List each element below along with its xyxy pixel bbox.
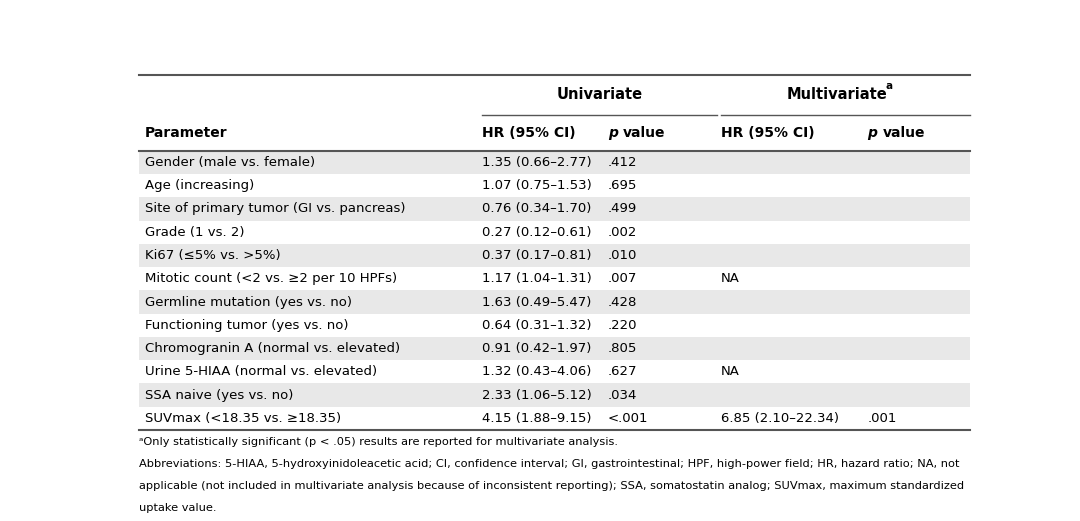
Text: 0.91 (0.42–1.97): 0.91 (0.42–1.97): [483, 342, 592, 355]
Text: .627: .627: [608, 365, 637, 378]
Bar: [139, 407, 970, 430]
Text: .805: .805: [608, 342, 637, 355]
Text: .034: .034: [608, 389, 637, 402]
Text: value: value: [882, 126, 924, 140]
Text: HR (95% CI): HR (95% CI): [483, 126, 576, 140]
Text: SSA naive (yes vs. no): SSA naive (yes vs. no): [145, 389, 294, 402]
Text: SUVmax (<18.35 vs. ≥18.35): SUVmax (<18.35 vs. ≥18.35): [145, 412, 341, 425]
Text: HR (95% CI): HR (95% CI): [721, 126, 814, 140]
Text: Multivariate: Multivariate: [787, 87, 888, 102]
Text: Abbreviations: 5-HIAA, 5-hydroxyinidoleacetic acid; CI, confidence interval; GI,: Abbreviations: 5-HIAA, 5-hydroxyinidolea…: [139, 460, 960, 469]
Text: Age (increasing): Age (increasing): [145, 179, 254, 192]
Text: 1.63 (0.49–5.47): 1.63 (0.49–5.47): [483, 295, 592, 308]
Bar: [139, 220, 970, 244]
Text: Grade (1 vs. 2): Grade (1 vs. 2): [145, 226, 244, 239]
Text: 0.76 (0.34–1.70): 0.76 (0.34–1.70): [483, 203, 592, 216]
Text: 0.64 (0.31–1.32): 0.64 (0.31–1.32): [483, 319, 592, 332]
Bar: [139, 197, 970, 220]
Bar: [139, 174, 970, 197]
Text: .007: .007: [608, 272, 637, 286]
Bar: [139, 337, 970, 360]
Text: .695: .695: [608, 179, 637, 192]
Text: NA: NA: [721, 365, 740, 378]
Text: a: a: [886, 81, 893, 91]
Text: Ki67 (≤5% vs. >5%): Ki67 (≤5% vs. >5%): [145, 249, 281, 262]
Text: 1.35 (0.66–2.77): 1.35 (0.66–2.77): [483, 156, 592, 169]
Text: Chromogranin A (normal vs. elevated): Chromogranin A (normal vs. elevated): [145, 342, 401, 355]
Text: <.001: <.001: [608, 412, 648, 425]
Bar: [139, 267, 970, 290]
Text: 0.27 (0.12–0.61): 0.27 (0.12–0.61): [483, 226, 592, 239]
Text: Mitotic count (<2 vs. ≥2 per 10 HPFs): Mitotic count (<2 vs. ≥2 per 10 HPFs): [145, 272, 397, 286]
Text: 1.17 (1.04–1.31): 1.17 (1.04–1.31): [483, 272, 592, 286]
Text: Gender (male vs. female): Gender (male vs. female): [145, 156, 315, 169]
Text: 1.32 (0.43–4.06): 1.32 (0.43–4.06): [483, 365, 592, 378]
Text: Site of primary tumor (GI vs. pancreas): Site of primary tumor (GI vs. pancreas): [145, 203, 406, 216]
Text: Parameter: Parameter: [145, 126, 228, 140]
Text: p: p: [867, 126, 877, 140]
Bar: [139, 151, 970, 174]
Text: .220: .220: [608, 319, 637, 332]
Text: Urine 5-HIAA (normal vs. elevated): Urine 5-HIAA (normal vs. elevated): [145, 365, 377, 378]
Bar: [139, 314, 970, 337]
Text: 0.37 (0.17–0.81): 0.37 (0.17–0.81): [483, 249, 592, 262]
Text: value: value: [623, 126, 665, 140]
Text: .002: .002: [608, 226, 637, 239]
Text: 2.33 (1.06–5.12): 2.33 (1.06–5.12): [483, 389, 592, 402]
Text: p: p: [608, 126, 618, 140]
Text: .001: .001: [867, 412, 896, 425]
Bar: [139, 383, 970, 407]
Text: .010: .010: [608, 249, 637, 262]
Text: applicable (not included in multivariate analysis because of inconsistent report: applicable (not included in multivariate…: [139, 481, 964, 491]
Text: .499: .499: [608, 203, 637, 216]
Text: Univariate: Univariate: [556, 87, 643, 102]
Bar: [139, 360, 970, 383]
Text: NA: NA: [721, 272, 740, 286]
Text: ᵃOnly statistically significant (p < .05) results are reported for multivariate : ᵃOnly statistically significant (p < .05…: [139, 437, 618, 447]
Text: 4.15 (1.88–9.15): 4.15 (1.88–9.15): [483, 412, 592, 425]
Text: .428: .428: [608, 295, 637, 308]
Text: 6.85 (2.10–22.34): 6.85 (2.10–22.34): [721, 412, 839, 425]
Text: Functioning tumor (yes vs. no): Functioning tumor (yes vs. no): [145, 319, 349, 332]
Text: .412: .412: [608, 156, 637, 169]
Bar: [139, 290, 970, 314]
Text: 1.07 (0.75–1.53): 1.07 (0.75–1.53): [483, 179, 592, 192]
Bar: [139, 244, 970, 267]
Text: Germline mutation (yes vs. no): Germline mutation (yes vs. no): [145, 295, 352, 308]
Text: uptake value.: uptake value.: [139, 503, 217, 513]
